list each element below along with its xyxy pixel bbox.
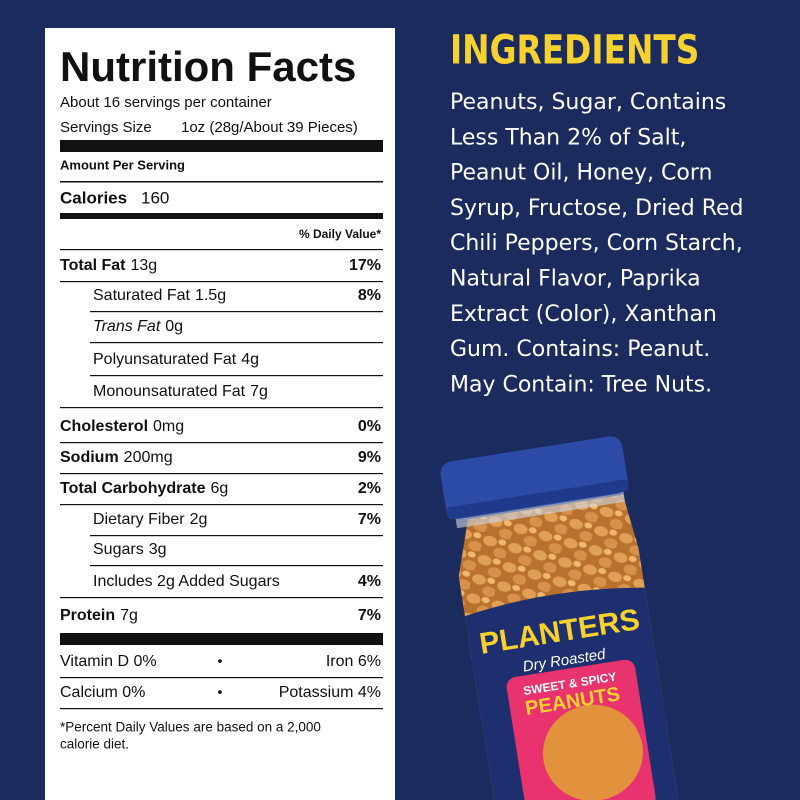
nutrient-name: Sugars	[93, 541, 144, 558]
ingredient-line: Peanut Oil, Honey, Corn	[450, 161, 712, 186]
daily-value: 2%	[358, 480, 381, 497]
serving-size-label: Servings Size	[60, 119, 152, 136]
rule	[60, 442, 383, 444]
nutrient-amount: 7g	[120, 607, 138, 624]
rule	[60, 407, 383, 409]
ingredients-title: INGREDIENTS	[450, 26, 699, 73]
nutrient-name: Trans Fat	[93, 318, 161, 335]
nutrient-amount: 2g	[190, 511, 208, 528]
amount-per-serving: Amount Per Serving	[60, 157, 185, 172]
servings: About 16 servings per container	[60, 94, 272, 111]
ingredient-line: Gum. Contains: Peanut.	[450, 337, 710, 362]
row-text: Trans Fat 0g	[93, 318, 183, 335]
medium-rule	[60, 213, 383, 219]
row-text: Dietary Fiber 2g	[93, 511, 207, 528]
micro-right: Potassium 4%	[279, 684, 381, 701]
nutrient-name: Total Fat	[60, 257, 126, 274]
rule	[60, 708, 383, 710]
dv-header: % Daily Value*	[299, 227, 381, 241]
daily-value: 0%	[358, 418, 381, 435]
rule	[90, 311, 383, 313]
ingredient-line: Syrup, Fructose, Dried Red	[450, 196, 744, 221]
nutrition-panel	[45, 28, 395, 800]
micro-left: Calcium 0%	[60, 684, 145, 701]
row-text: Includes 2g Added Sugars	[93, 573, 280, 590]
micro-left: Vitamin D 0%	[60, 653, 157, 670]
nutrient-amount: 4g	[241, 351, 259, 368]
nutrient-name: Protein	[60, 607, 115, 624]
ingredient-line: Peanuts, Sugar, Contains	[450, 90, 726, 115]
nutrient-amount: 1.5g	[195, 287, 226, 304]
ingredient-line: Chili Peppers, Corn Starch,	[450, 231, 743, 256]
cap-rim	[446, 479, 629, 520]
rule	[60, 677, 383, 679]
row-text: Saturated Fat 1.5g	[93, 287, 226, 304]
nutrient-amount: 7g	[250, 383, 268, 400]
nutrient-amount: 6g	[211, 480, 229, 497]
rule	[90, 535, 383, 537]
nutrient-name: Saturated Fat	[93, 287, 191, 304]
serving-size: 1oz (28g/About 39 Pieces)	[181, 119, 358, 136]
thick-rule	[60, 633, 383, 645]
separator: •	[218, 653, 223, 669]
nutrient-name: Polyunsaturated Fat	[93, 351, 237, 368]
footnote: *Percent Daily Values are based on a 2,0…	[60, 720, 321, 735]
micro-right: Iron 6%	[326, 653, 381, 670]
nutrient-amount: 0mg	[153, 418, 184, 435]
nutrient-name: Cholesterol	[60, 418, 148, 435]
rule	[90, 565, 383, 567]
rule	[60, 181, 383, 183]
rule	[60, 504, 383, 506]
row-text: Protein 7g	[60, 607, 138, 624]
row-text: Sugars 3g	[93, 541, 167, 558]
daily-value: 7%	[358, 511, 381, 528]
row-text: Sodium 200mg	[60, 449, 173, 466]
daily-value: 4%	[358, 573, 381, 590]
ingredient-line: Extract (Color), Xanthan	[450, 302, 717, 327]
nutrient-name: Monounsaturated Fat	[93, 383, 246, 400]
row-text: Total Carbohydrate 6g	[60, 480, 228, 497]
ingredient-line: Less Than 2% of Salt,	[450, 125, 686, 150]
rule	[60, 597, 383, 599]
nutrient-name: Dietary Fiber	[93, 511, 185, 528]
nutrient-amount: 200mg	[124, 449, 173, 466]
nutrient-name: Total Carbohydrate	[60, 480, 206, 497]
row-text: Cholesterol 0mg	[60, 418, 184, 435]
jar: PLANTERS Dry Roasted SWEET & SPICY PEANU…	[440, 436, 680, 800]
separator: •	[218, 684, 223, 700]
row-text: Monounsaturated Fat 7g	[93, 383, 268, 400]
daily-value: 9%	[358, 449, 381, 466]
nutrient-amount: 0g	[165, 318, 183, 335]
row-text: Polyunsaturated Fat 4g	[93, 351, 259, 368]
nutrient-name: Sodium	[60, 449, 119, 466]
thick-rule	[60, 140, 383, 152]
nutrient-name: Includes 2g Added Sugars	[93, 573, 280, 590]
calories: 160	[141, 188, 169, 207]
daily-value: 8%	[358, 287, 381, 304]
ingredient-line: May Contain: Tree Nuts.	[450, 372, 712, 397]
rule	[90, 375, 383, 377]
nutrition-title: Nutrition Facts	[60, 43, 356, 90]
nutrient-amount: 13g	[130, 257, 157, 274]
row-text: Total Fat 13g	[60, 257, 157, 274]
rule	[90, 342, 383, 344]
rule	[60, 281, 383, 283]
footnote: calorie diet.	[60, 737, 129, 752]
ingredient-line: Natural Flavor, Paprika	[450, 267, 701, 292]
daily-value: 17%	[349, 257, 381, 274]
daily-value: 7%	[358, 607, 381, 624]
peanut-illustration	[542, 704, 643, 800]
calories-label: Calories	[60, 188, 127, 207]
nutrient-amount: 3g	[149, 541, 167, 558]
rule	[60, 249, 383, 251]
rule	[60, 473, 383, 475]
